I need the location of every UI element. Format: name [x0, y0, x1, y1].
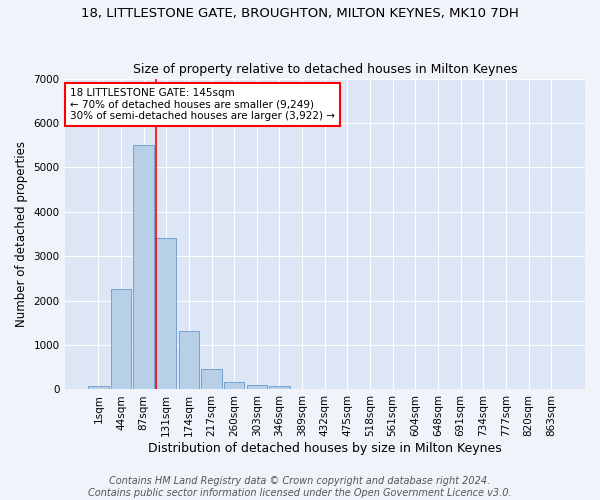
- Text: Contains HM Land Registry data © Crown copyright and database right 2024.
Contai: Contains HM Land Registry data © Crown c…: [88, 476, 512, 498]
- Bar: [88, 386, 109, 390]
- Bar: [156, 238, 176, 390]
- Bar: [133, 145, 154, 390]
- Title: Size of property relative to detached houses in Milton Keynes: Size of property relative to detached ho…: [133, 63, 517, 76]
- X-axis label: Distribution of detached houses by size in Milton Keynes: Distribution of detached houses by size …: [148, 442, 502, 455]
- Bar: [202, 369, 222, 390]
- Y-axis label: Number of detached properties: Number of detached properties: [15, 141, 28, 327]
- Bar: [269, 386, 290, 390]
- Bar: [224, 382, 244, 390]
- Bar: [247, 386, 267, 390]
- Text: 18, LITTLESTONE GATE, BROUGHTON, MILTON KEYNES, MK10 7DH: 18, LITTLESTONE GATE, BROUGHTON, MILTON …: [81, 8, 519, 20]
- Bar: [111, 288, 131, 390]
- Text: 18 LITTLESTONE GATE: 145sqm
← 70% of detached houses are smaller (9,249)
30% of : 18 LITTLESTONE GATE: 145sqm ← 70% of det…: [70, 88, 335, 121]
- Bar: [179, 332, 199, 390]
